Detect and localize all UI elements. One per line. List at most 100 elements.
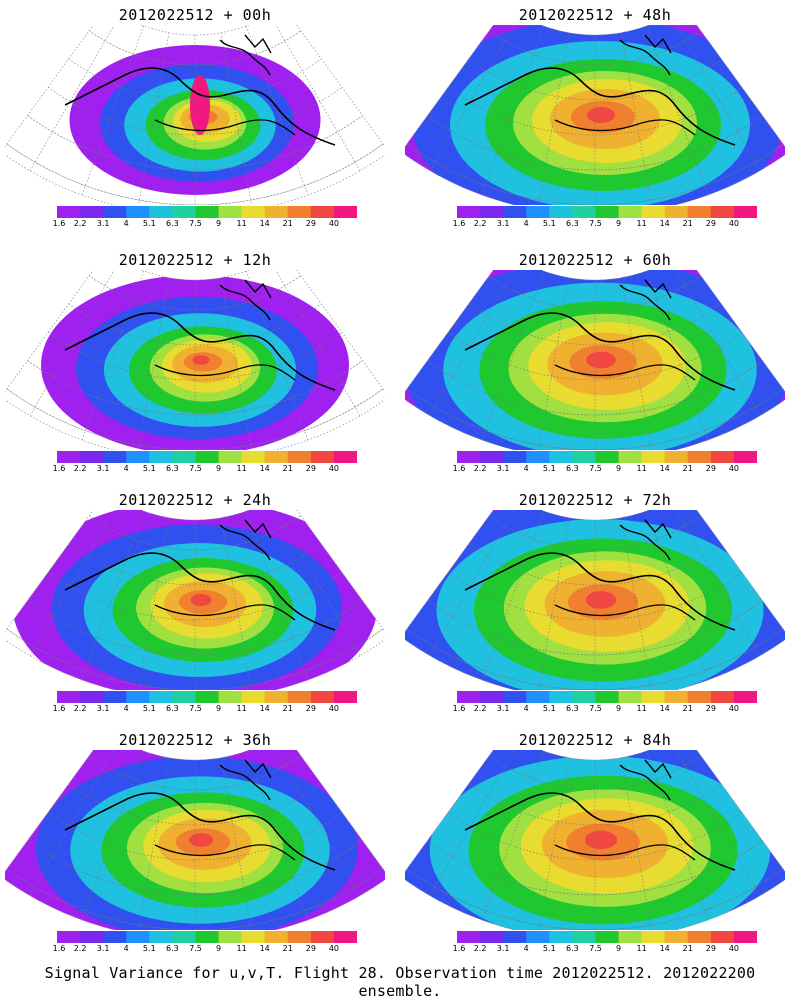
colorbar-label: 7.5	[589, 464, 602, 473]
colorbar-swatch	[664, 691, 689, 703]
colorbar-swatch	[710, 691, 735, 703]
panel-title: 2012022512 + 84h	[518, 731, 672, 749]
colorbar-swatch	[333, 691, 357, 703]
colorbar-label: 5.1	[542, 944, 556, 953]
colorbar-swatch	[457, 931, 481, 943]
colorbar-swatch	[172, 931, 196, 943]
colorbar-label: 6.3	[566, 464, 579, 473]
colorbar-label: 5.1	[142, 219, 156, 228]
colorbar-swatch	[333, 931, 357, 943]
colorbar-swatch	[526, 206, 550, 218]
colorbar	[57, 691, 357, 703]
colorbar-swatch	[80, 931, 104, 943]
colorbar-swatch	[526, 451, 550, 463]
colorbar-swatch	[195, 931, 220, 943]
colorbar-label: 3.1	[96, 704, 110, 713]
colorbar-label: 21	[282, 219, 293, 228]
colorbar-label: 1.6	[452, 464, 466, 473]
colorbar-swatch	[618, 691, 643, 703]
colorbar-swatch	[618, 451, 643, 463]
colorbar-swatch	[710, 206, 735, 218]
forecast-panel: 2012022512 + 36h 1.6 2.2 3.1 4 5.1 6.3 7.5 9 11 14…	[0, 730, 390, 970]
colorbar-swatch	[480, 451, 504, 463]
colorbar-label: 11	[636, 944, 647, 953]
colorbar-label: 40	[728, 944, 740, 953]
colorbar-label: 40	[328, 704, 340, 713]
colorbar-swatch	[595, 451, 620, 463]
colorbar-swatch	[595, 691, 620, 703]
colorbar-labels: 1.6 2.2 3.1 4 5.1 6.3 7.5 9 11 14 21 29 40	[453, 704, 757, 716]
colorbar-labels: 1.6 2.2 3.1 4 5.1 6.3 7.5 9 11 14 21 29 40	[53, 464, 357, 476]
colorbar-label: 1.6	[52, 704, 66, 713]
colorbar-swatch	[549, 206, 573, 218]
colorbar-swatch	[618, 206, 643, 218]
colorbar-label: 5.1	[542, 704, 556, 713]
panel-title: 2012022512 + 12h	[118, 251, 272, 269]
colorbar-label: 40	[328, 464, 340, 473]
colorbar-swatch	[103, 691, 127, 703]
colorbar-swatch	[172, 451, 196, 463]
colorbar-label: 2.2	[473, 219, 487, 228]
colorbar-label: 4	[523, 219, 529, 228]
colorbar-label: 9	[215, 944, 222, 953]
colorbar-swatch	[264, 931, 289, 943]
colorbar-label: 9	[215, 219, 222, 228]
colorbar-label: 14	[659, 464, 670, 473]
colorbar-labels: 1.6 2.2 3.1 4 5.1 6.3 7.5 9 11 14 21 29 40	[453, 944, 757, 956]
colorbar-swatch	[457, 206, 481, 218]
colorbar	[57, 451, 357, 463]
colorbar-label: 6.3	[566, 219, 579, 228]
colorbar-swatch	[457, 691, 481, 703]
forecast-panel: 2012022512 + 24h 1.6 2.2 3.1 4 5.1 6.3 7.5 9 11 14…	[0, 490, 390, 730]
colorbar-swatch	[572, 691, 596, 703]
colorbar-label: 2.2	[73, 464, 87, 473]
colorbar-label: 7.5	[189, 464, 202, 473]
colorbar-swatch	[218, 206, 243, 218]
colorbar-swatch	[480, 206, 504, 218]
colorbar-label: 5.1	[142, 704, 156, 713]
colorbar-swatch	[664, 931, 689, 943]
colorbar-label: 6.3	[566, 704, 579, 713]
variance-map	[5, 510, 385, 690]
colorbar-swatch	[149, 451, 173, 463]
panel-title: 2012022512 + 72h	[518, 491, 672, 509]
colorbar-swatch	[457, 451, 481, 463]
colorbar-swatch	[503, 451, 527, 463]
colorbar-label: 6.3	[166, 219, 179, 228]
colorbar-label: 6.3	[166, 464, 179, 473]
variance-map	[405, 270, 785, 450]
colorbar-swatch	[641, 206, 666, 218]
colorbar-label: 29	[305, 464, 316, 473]
colorbar-label: 40	[328, 944, 340, 953]
colorbar-swatch	[103, 451, 127, 463]
colorbar-label: 9	[615, 219, 622, 228]
colorbar-swatch	[572, 206, 596, 218]
colorbar-swatch	[687, 451, 712, 463]
colorbar-label: 21	[682, 704, 693, 713]
colorbar-label: 3.1	[496, 219, 510, 228]
variance-map	[5, 25, 385, 205]
colorbar-swatch	[572, 451, 596, 463]
colorbar-label: 29	[305, 944, 316, 953]
colorbar-label: 9	[215, 704, 222, 713]
colorbar-swatch	[503, 206, 527, 218]
colorbar-swatch	[526, 691, 550, 703]
colorbar-label: 5.1	[142, 464, 156, 473]
colorbar-swatch	[687, 206, 712, 218]
colorbar-label: 9	[215, 464, 222, 473]
colorbar-label: 1.6	[52, 219, 66, 228]
colorbar-swatch	[57, 451, 81, 463]
colorbar-swatch	[287, 206, 312, 218]
colorbar-label: 2.2	[73, 944, 87, 953]
colorbar-swatch	[149, 931, 173, 943]
variance-map	[405, 510, 785, 690]
colorbar-label: 29	[705, 944, 716, 953]
colorbar-swatch	[310, 691, 335, 703]
colorbar-label: 7.5	[189, 944, 202, 953]
colorbar-label: 3.1	[496, 464, 510, 473]
colorbar-label: 11	[636, 704, 647, 713]
colorbar-label: 7.5	[589, 704, 602, 713]
colorbar-swatch	[241, 931, 266, 943]
colorbar-swatch	[149, 691, 173, 703]
colorbar-swatch	[195, 691, 220, 703]
